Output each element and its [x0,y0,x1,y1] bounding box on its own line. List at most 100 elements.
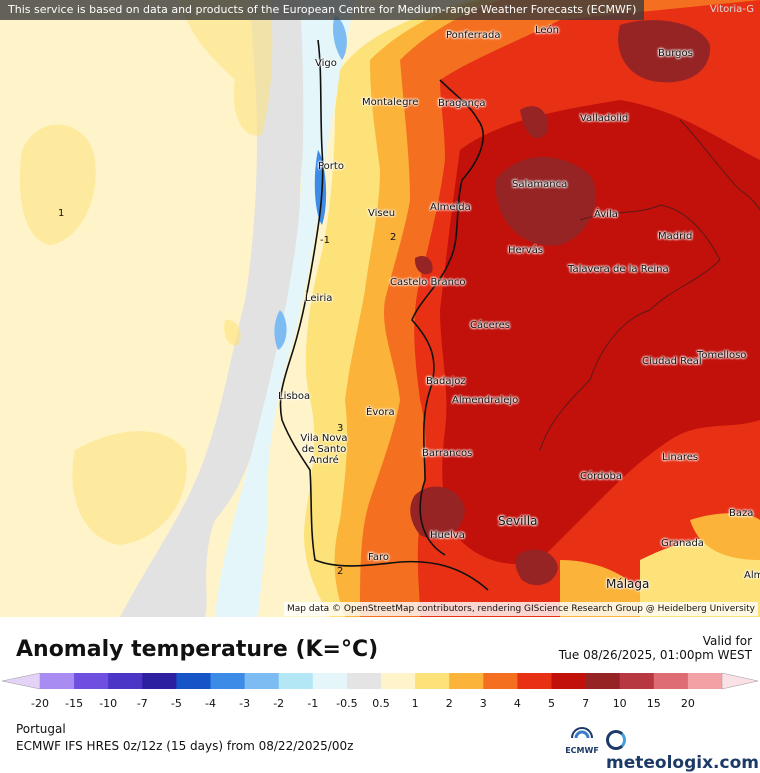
map-attribution[interactable]: Map data © OpenStreetMap contributors, r… [284,602,758,616]
ecmwf-logo: ECMWF [558,724,606,756]
city-label[interactable]: Málaga [606,577,650,591]
city-label[interactable]: Ávila [594,209,618,220]
city-label[interactable]: Alm [744,570,760,581]
legend-tick-label: -20 [31,697,49,710]
legend-arrow-left [1,672,41,690]
city-label[interactable]: Almendralejo [452,395,519,406]
legend-swatch [551,673,587,689]
legend-swatch [653,673,689,689]
legend-tick-label: 3 [479,697,487,710]
city-label[interactable]: Córdoba [580,471,622,482]
city-label[interactable]: Ciudad Real [642,356,702,367]
legend-tick-label: 7 [582,697,590,710]
city-label[interactable]: Leiria [305,293,333,304]
city-label[interactable]: Valladolid [580,113,629,124]
contour-label: 2 [390,232,397,243]
legend-swatch [346,673,382,689]
legend-arrow-right [721,672,759,690]
ecmwf-notice-banner: This service is based on data and produc… [0,0,645,20]
legend-tick-label: -4 [205,697,216,710]
legend-tick-label: -5 [170,697,182,710]
color-legend [0,669,760,709]
contour-label: 3 [337,423,344,434]
valid-time: Tue 08/26/2025, 01:00pm WEST [558,648,752,662]
legend-tick-label: 0.5 [372,697,390,710]
city-label[interactable]: Salamanca [512,179,568,190]
legend-swatch [278,673,314,689]
city-label[interactable]: Barrancos [422,448,473,459]
ecmwf-logo-text: ECMWF [565,746,599,755]
city-label[interactable]: Burgos [658,48,693,59]
legend-swatch [108,673,143,689]
city-label[interactable]: Hervás [508,245,544,256]
contour-label: -1 [320,235,330,246]
legend-tick-label: 15 [646,697,661,710]
legend-tick-label: 4 [513,697,521,710]
legend-swatch [210,673,246,689]
city-label[interactable]: Lisboa [278,391,311,402]
legend-swatch [483,673,518,689]
legend-tick-label: 1 [411,697,419,710]
city-label[interactable]: Cáceres [470,320,511,331]
legend-swatch [40,673,75,689]
chart-title: Anomaly temperature (K=°C) [16,637,379,662]
brand-text: meteologix.com [606,753,759,773]
contour-label: 2 [337,566,344,577]
meteologix-logo[interactable]: meteologix.com [606,730,760,773]
city-label[interactable]: Madrid [658,231,693,242]
legend-tick-label: -2 [273,697,285,710]
city-label[interactable]: León [535,25,560,36]
weather-map[interactable]: This service is based on data and produc… [0,0,760,617]
city-label[interactable]: Castelo Branco [390,277,466,288]
legend-tick-label: 5 [548,697,555,710]
corner-city-label: Vitoria-G [709,4,754,15]
city-label[interactable]: Vila Nova de Santo André [300,433,348,466]
anomaly-field [0,0,760,617]
legend-swatch [244,673,280,689]
legend-swatch [312,673,348,689]
legend-swatch [619,673,655,689]
city-label[interactable]: Bragança [438,98,486,109]
legend-swatch [176,673,211,689]
city-label[interactable]: Huelva [430,530,465,541]
legend-swatch [381,673,416,689]
legend-swatch [74,673,109,689]
city-label[interactable]: Vigo [315,58,337,69]
city-label[interactable]: Badajoz [426,376,466,387]
city-label[interactable]: Tomelloso [697,350,747,361]
legend-tick-label: 2 [445,697,453,710]
ecmwf-notice-text: This service is based on data and produc… [8,3,637,16]
city-label[interactable]: Granada [661,538,704,549]
region-label: Portugal [16,722,66,736]
model-info: ECMWF IFS HRES 0z/12z (15 days) from 08/… [16,739,354,753]
city-label[interactable]: Évora [366,407,395,418]
legend-swatch [585,673,621,689]
city-label[interactable]: Montalegre [362,97,419,108]
legend-swatch [517,673,552,689]
city-label[interactable]: Talavera de la Reina [568,264,669,275]
contour-label: 1 [58,208,65,219]
legend-swatch [449,673,484,689]
legend-tick-label: 10 [612,697,627,710]
legend-tick-label: -7 [136,697,148,710]
meteologix-icon [606,730,626,750]
legend-swatch [687,673,723,689]
valid-label: Valid for [702,634,752,648]
city-label[interactable]: Sevilla [498,514,538,528]
city-label[interactable]: Almeida [430,202,471,213]
legend-tick-label: -15 [65,697,84,710]
city-label[interactable]: Baza [729,508,754,519]
legend-swatch [415,673,450,689]
legend-tick-label: 20 [680,697,695,710]
legend-tick-label: -1 [307,697,319,710]
legend-bar [1,672,759,690]
legend-tick-label: -10 [99,697,118,710]
legend-tick-label: -0.5 [336,697,358,710]
legend-tick-label: -3 [239,697,251,710]
legend-swatch [142,673,177,689]
city-label[interactable]: Viseu [368,208,396,219]
city-label[interactable]: Ponferrada [446,30,501,41]
city-label[interactable]: Porto [318,161,344,172]
city-label[interactable]: Faro [368,552,389,563]
city-label[interactable]: Linares [662,452,699,463]
